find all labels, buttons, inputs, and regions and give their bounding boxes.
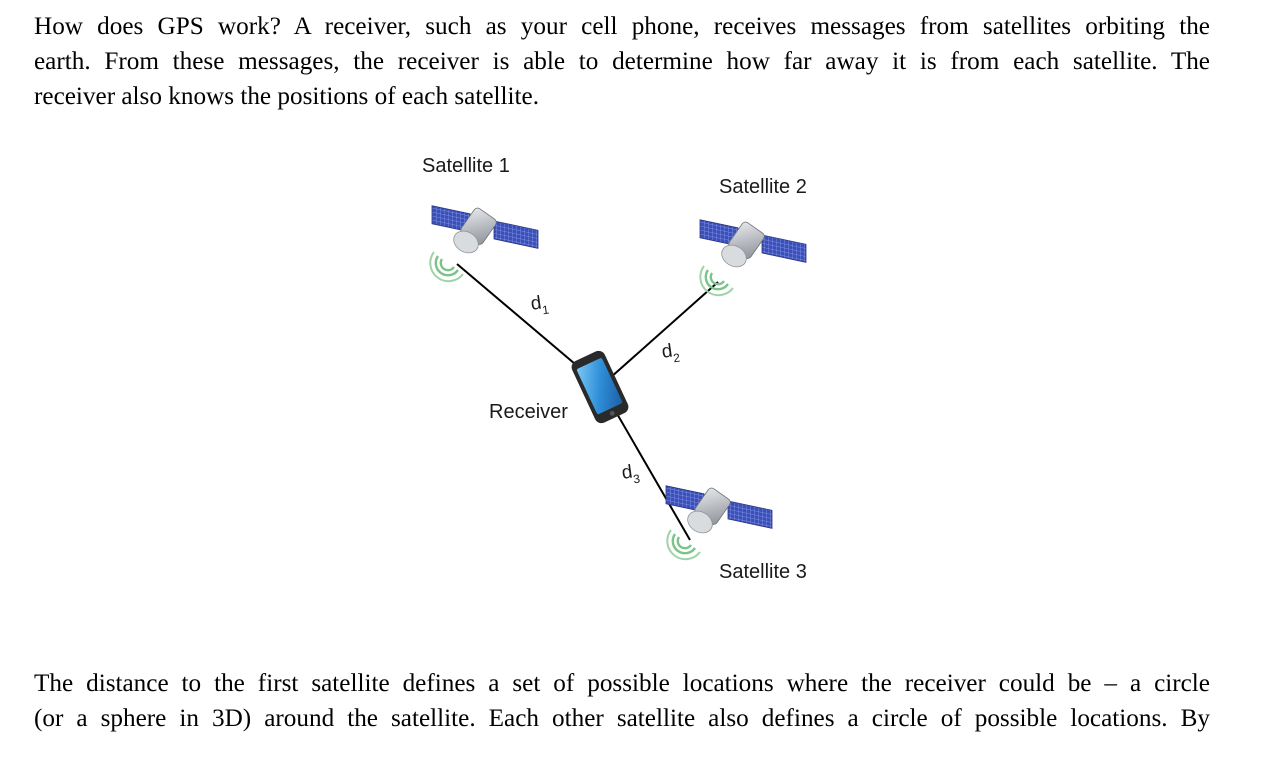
distance-label-1-sub: 1 bbox=[541, 303, 550, 318]
distance-label-1: d1 bbox=[529, 292, 550, 319]
satellite-3-label: Satellite 3 bbox=[719, 561, 807, 583]
receiver-label: Receiver bbox=[489, 401, 568, 423]
satellite-1-label: Satellite 1 bbox=[422, 155, 510, 177]
explanation-line-2: (or a sphere in 3D) around the satellite… bbox=[34, 705, 1210, 732]
distance-label-3: d3 bbox=[620, 461, 641, 488]
intro-line-1: How does GPS work? A receiver, such as y… bbox=[34, 13, 1210, 40]
satellite-1-icon bbox=[429, 205, 539, 283]
explanation-paragraph: The distance to the first satellite defi… bbox=[34, 666, 1210, 736]
distance-label-3-sub: 3 bbox=[632, 472, 641, 487]
distance-label-2-sub: 2 bbox=[672, 351, 681, 366]
intro-line-2: earth. From these messages, the receiver… bbox=[34, 48, 1210, 75]
explanation-line-1: The distance to the first satellite defi… bbox=[34, 670, 1210, 697]
intro-paragraph: How does GPS work? A receiver, such as y… bbox=[34, 9, 1210, 114]
satellite-2-label: Satellite 2 bbox=[719, 176, 807, 198]
distance-label-2: d2 bbox=[660, 340, 681, 367]
satellite-3-icon bbox=[665, 485, 773, 561]
receiver-phone-icon bbox=[571, 350, 629, 424]
satellite-2-icon bbox=[699, 219, 807, 297]
intro-line-3: receiver also knows the positions of eac… bbox=[34, 83, 539, 110]
distance-label-1-letter: d bbox=[529, 293, 542, 315]
distance-label-3-letter: d bbox=[620, 462, 633, 484]
distance-label-2-letter: d bbox=[660, 341, 673, 363]
distance-line-2 bbox=[600, 281, 719, 387]
